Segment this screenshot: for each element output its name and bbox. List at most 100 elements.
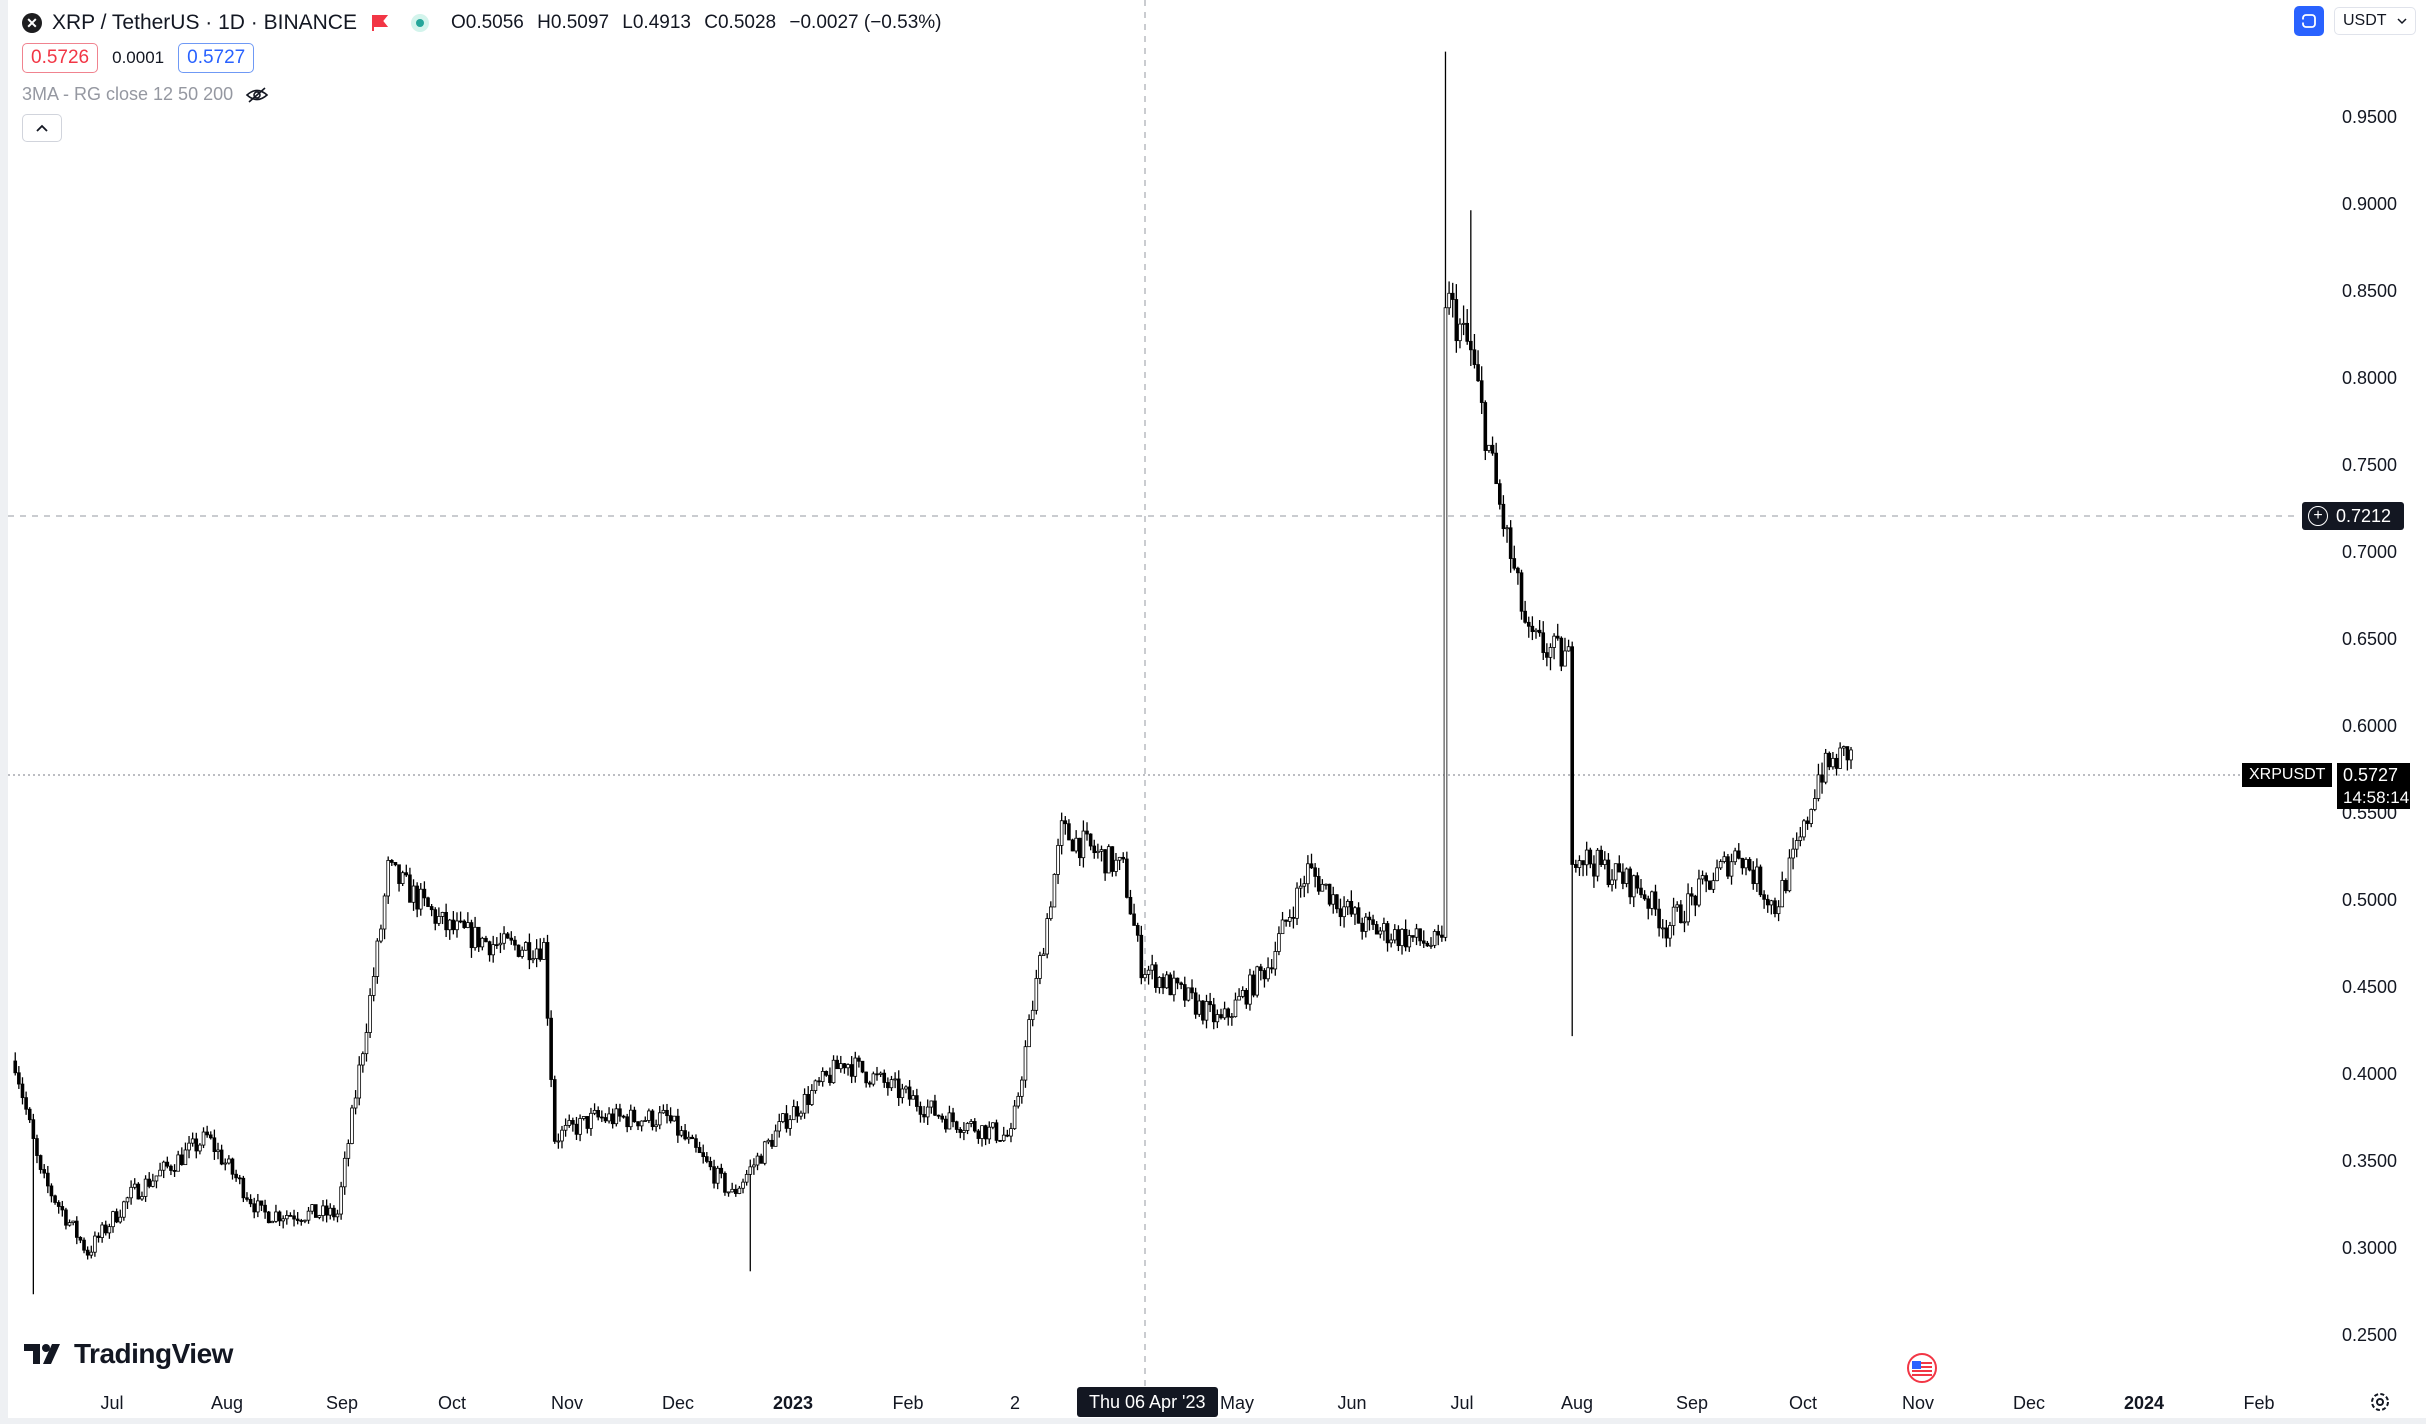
candle-body	[1077, 837, 1082, 859]
candle-body	[1313, 867, 1317, 877]
candle-body	[802, 1094, 807, 1114]
candle-body	[390, 860, 394, 863]
candle-body	[1820, 774, 1824, 783]
candle-body	[639, 1120, 644, 1127]
candle-body	[918, 1106, 923, 1115]
candle-body	[444, 911, 448, 931]
candle-body	[491, 944, 495, 956]
price-tick: 0.9500	[2342, 107, 2398, 127]
market-status-icon[interactable]	[410, 14, 429, 32]
candle-body	[994, 1122, 999, 1141]
candle-body	[433, 909, 438, 924]
candle-body	[38, 1155, 43, 1170]
flag-icon[interactable]	[371, 14, 389, 32]
candle-body	[1367, 916, 1372, 921]
plus-icon[interactable]: +	[2308, 506, 2328, 526]
candle-body	[143, 1178, 148, 1197]
candle-body	[1237, 995, 1241, 1001]
candle-body	[610, 1113, 615, 1125]
candle-body	[400, 872, 405, 884]
eye-hidden-icon[interactable]	[245, 86, 269, 104]
candle-body	[154, 1175, 159, 1182]
candle-body	[900, 1088, 905, 1099]
candle-body	[1038, 955, 1042, 979]
price-tick: 0.5000	[2342, 890, 2398, 910]
buy-price-button[interactable]: 0.5727	[178, 43, 255, 73]
change-value: −0.0027 (−0.53%)	[789, 12, 942, 33]
candle-body	[513, 939, 517, 946]
candle-body	[13, 1060, 18, 1074]
sell-price-button[interactable]: 0.5726	[22, 43, 99, 73]
candle-body	[122, 1201, 126, 1218]
candle-body	[498, 942, 503, 946]
candle-body	[723, 1172, 727, 1193]
collapse-legend-button[interactable]	[22, 114, 62, 142]
candle-body	[813, 1080, 818, 1091]
time-tick: 2	[1009, 1393, 1021, 1413]
candle-body	[165, 1161, 170, 1167]
candle-body	[552, 1079, 557, 1142]
candle-body	[1566, 646, 1571, 652]
candle-body	[422, 888, 427, 899]
candle-body	[838, 1063, 843, 1070]
candle-body	[1813, 798, 1817, 810]
candle-body	[1418, 928, 1422, 942]
candle-body	[875, 1073, 879, 1076]
gear-icon[interactable]	[2368, 1390, 2392, 1414]
candle-body	[1472, 349, 1477, 365]
candle-body	[169, 1165, 173, 1171]
candle-body	[1541, 632, 1546, 653]
candle-body	[618, 1108, 622, 1117]
crosshair-price-label[interactable]: + 0.7212	[2302, 502, 2404, 530]
time-tick: Feb	[2243, 1393, 2275, 1413]
candle-body	[1248, 974, 1252, 1005]
candle-body	[755, 1155, 760, 1166]
candle-body	[1834, 757, 1839, 769]
candle-body	[889, 1079, 894, 1089]
candle-body	[208, 1134, 213, 1139]
candle-body	[549, 1017, 553, 1080]
candle-body	[972, 1121, 977, 1132]
candle-body	[545, 942, 550, 1019]
candle-body	[1505, 527, 1509, 530]
candle-body	[1765, 898, 1770, 906]
time-tick: Jun	[1337, 1393, 1367, 1413]
chevron-down-icon	[2397, 18, 2407, 25]
candle-body	[310, 1204, 314, 1212]
candle-body	[1784, 880, 1788, 892]
time-tick: Nov	[1901, 1393, 1935, 1413]
candle-body	[1371, 919, 1375, 925]
candle-body	[1461, 322, 1466, 325]
candle-body	[1686, 893, 1690, 923]
candle-body	[1005, 1134, 1010, 1137]
candle-body	[361, 1053, 365, 1066]
sync-icon[interactable]	[2294, 6, 2324, 36]
candle-body	[969, 1121, 973, 1124]
candle-body	[715, 1167, 720, 1184]
candle-body	[382, 895, 387, 930]
economic-events-icon[interactable]	[1906, 1352, 1938, 1384]
candle-body	[295, 1218, 300, 1221]
price-tick: 0.7500	[2342, 455, 2398, 475]
candle-body	[1020, 1079, 1024, 1097]
candle-body	[643, 1120, 648, 1122]
symbol-title[interactable]: XRP / TetherUS · 1D · BINANCE	[52, 11, 357, 34]
candle-body	[1074, 837, 1078, 852]
price-tick: 0.4000	[2342, 1064, 2398, 1084]
tradingview-logo[interactable]: TradingView	[24, 1338, 233, 1370]
indicator-legend[interactable]: 3MA - RG close 12 50 200	[22, 84, 269, 105]
candle-body	[567, 1120, 572, 1126]
currency-select[interactable]: USDT	[2334, 7, 2416, 35]
candle-body	[1360, 922, 1364, 932]
candle-body	[1697, 878, 1701, 906]
price-tick: 0.8500	[2342, 281, 2398, 301]
candle-body	[451, 919, 456, 931]
candle-body	[1056, 845, 1060, 875]
candle-body	[987, 1126, 992, 1140]
candle-body	[266, 1211, 271, 1224]
xrp-logo-icon: ✕	[22, 13, 42, 33]
candle-body	[248, 1198, 253, 1205]
candle-body	[846, 1064, 850, 1069]
candle-body	[368, 995, 372, 1033]
